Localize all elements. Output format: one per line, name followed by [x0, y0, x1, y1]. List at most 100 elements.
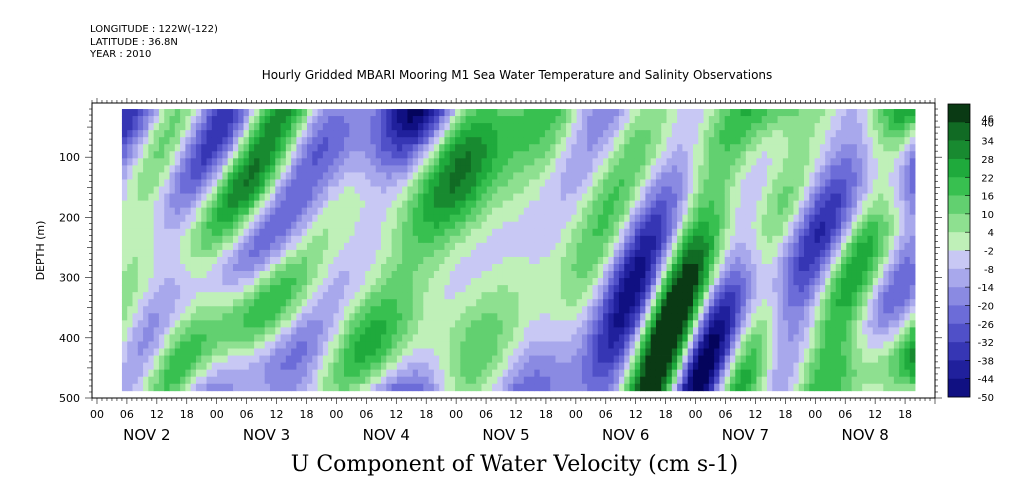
field-cell [661, 165, 667, 173]
field-cell [529, 186, 535, 194]
field-cell [571, 144, 578, 152]
field-cell [682, 193, 689, 201]
field-cell [206, 158, 213, 166]
field-cell [497, 383, 504, 392]
field-cell [280, 348, 287, 356]
field-cell [423, 179, 429, 187]
field-cell [539, 341, 546, 349]
field-cell [761, 362, 768, 371]
field-cell [143, 278, 149, 286]
field-cell [502, 256, 509, 265]
field-cell [301, 348, 308, 356]
field-cell [301, 292, 308, 300]
field-cell [317, 172, 324, 180]
field-cell [227, 341, 234, 349]
field-cell [708, 320, 715, 328]
field-cell [312, 292, 318, 300]
field-cell [185, 151, 192, 159]
field-cell [180, 228, 186, 237]
field-cell [714, 383, 720, 392]
field-cell [687, 207, 694, 216]
field-cell [677, 285, 683, 293]
field-cell [370, 235, 377, 244]
field-cell [449, 221, 456, 230]
field-cell [640, 165, 646, 173]
field-cell [306, 348, 313, 356]
field-cell [243, 214, 250, 223]
field-cell [692, 116, 699, 124]
field-cell [603, 137, 609, 145]
field-cell [407, 334, 414, 342]
field-cell [560, 137, 567, 145]
field-cell [174, 137, 181, 145]
field-cell [714, 320, 720, 328]
field-cell [396, 165, 403, 173]
field-cell [217, 144, 223, 152]
field-cell [767, 221, 773, 230]
field-cell [560, 299, 567, 307]
field-cell [317, 334, 324, 342]
field-cell [729, 334, 736, 342]
field-cell [275, 376, 281, 385]
field-cell [174, 306, 181, 314]
field-cell [328, 242, 334, 251]
field-cell [618, 151, 625, 159]
field-cell [703, 109, 710, 117]
field-cell [671, 123, 678, 131]
field-cell [227, 313, 234, 321]
field-cell [682, 123, 689, 131]
field-cell [624, 369, 630, 378]
field-cell [232, 144, 239, 152]
field-cell [618, 369, 625, 378]
field-cell [280, 200, 287, 209]
field-cell [708, 228, 715, 237]
field-cell [571, 186, 578, 194]
field-cell [724, 278, 731, 286]
field-cell [581, 348, 588, 356]
field-cell [513, 130, 519, 138]
field-cell [634, 306, 641, 314]
field-cell [687, 348, 694, 356]
field-cell [719, 292, 726, 300]
field-cell [666, 383, 673, 392]
field-cell [751, 137, 757, 145]
field-cell [655, 242, 662, 251]
field-cell [455, 263, 461, 272]
field-cell [407, 228, 414, 237]
field-cell [412, 327, 419, 335]
field-cell [328, 256, 334, 265]
field-cell [269, 186, 276, 194]
field-cell [444, 151, 451, 159]
field-cell [248, 271, 255, 279]
field-cell [354, 151, 361, 159]
field-cell [666, 355, 673, 363]
field-cell [655, 214, 662, 223]
field-cell [608, 341, 615, 349]
field-cell [137, 355, 144, 363]
field-cell [370, 228, 377, 237]
field-cell [618, 327, 625, 335]
field-cell [587, 158, 593, 166]
field-cell [375, 137, 382, 145]
field-cell [349, 151, 355, 159]
field-cell [772, 362, 778, 371]
field-cell [354, 362, 361, 371]
field-cell [317, 207, 324, 216]
field-cell [497, 228, 504, 237]
field-cell [745, 186, 752, 194]
field-cell [476, 144, 482, 152]
field-cell [206, 256, 213, 265]
field-cell [359, 285, 366, 293]
field-cell [661, 193, 667, 201]
field-cell [592, 242, 599, 251]
field-cell [365, 242, 371, 251]
field-cell [423, 165, 429, 173]
field-cell [248, 278, 255, 286]
field-cell [507, 376, 514, 385]
field-cell [603, 109, 609, 117]
field-cell [729, 263, 736, 272]
field-cell [772, 214, 778, 223]
field-cell [677, 341, 683, 349]
field-cell [370, 271, 377, 279]
field-cell [629, 130, 636, 138]
